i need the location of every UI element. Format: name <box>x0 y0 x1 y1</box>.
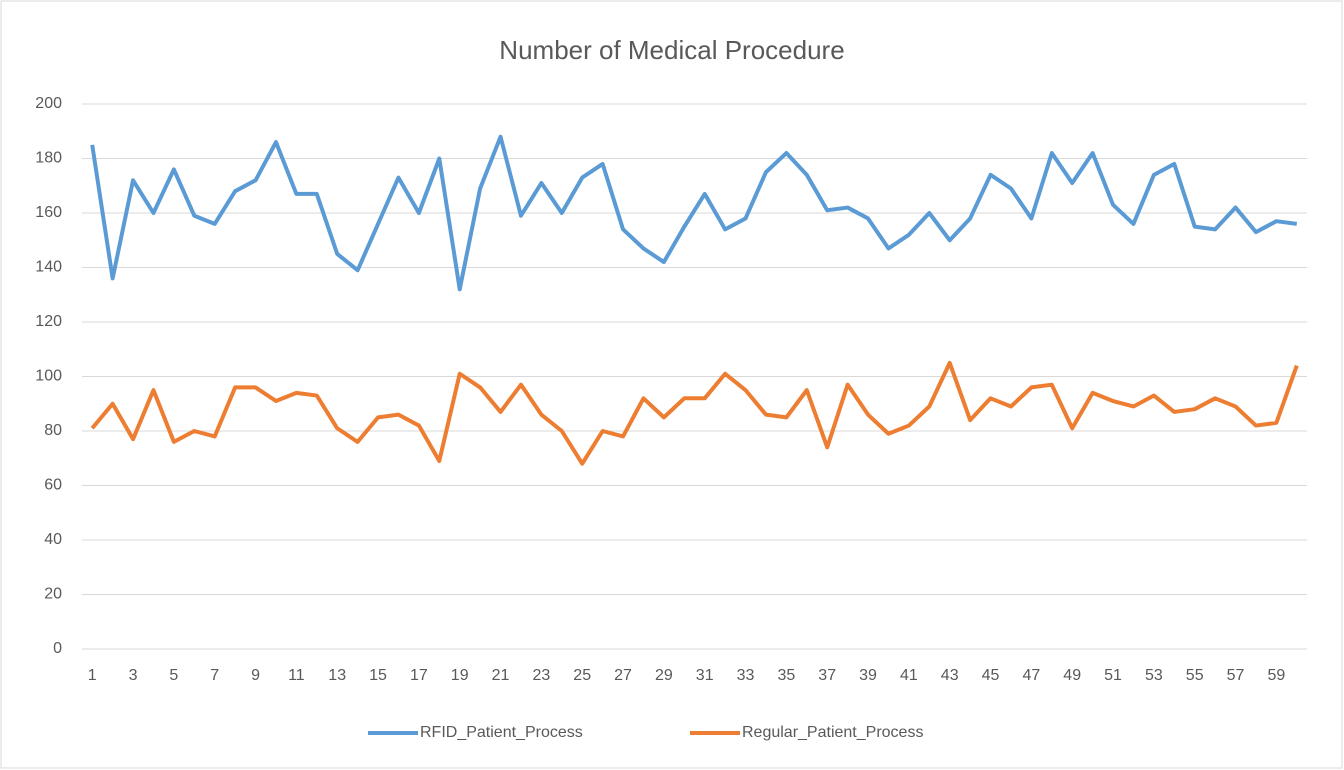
y-tick-label: 140 <box>35 259 62 276</box>
x-tick-label: 21 <box>492 667 510 684</box>
x-tick-label: 13 <box>328 667 346 684</box>
legend-label: Regular_Patient_Process <box>742 724 923 741</box>
x-tick-label: 33 <box>737 667 755 684</box>
x-tick-label: 47 <box>1022 667 1040 684</box>
y-tick-label: 80 <box>44 422 62 439</box>
x-tick-label: 27 <box>614 667 632 684</box>
x-tick-label: 55 <box>1186 667 1204 684</box>
x-tick-label: 51 <box>1104 667 1122 684</box>
x-tick-label: 59 <box>1267 667 1285 684</box>
y-tick-label: 40 <box>44 531 62 548</box>
x-tick-label: 29 <box>655 667 673 684</box>
chart-title: Number of Medical Procedure <box>499 35 844 65</box>
y-tick-label: 120 <box>35 313 62 330</box>
x-tick-label: 17 <box>410 667 428 684</box>
x-tick-label: 57 <box>1227 667 1245 684</box>
x-tick-label: 41 <box>900 667 918 684</box>
x-tick-label: 5 <box>169 667 178 684</box>
y-tick-label: 0 <box>53 640 62 657</box>
y-tick-label: 160 <box>35 204 62 221</box>
x-tick-label: 43 <box>941 667 959 684</box>
x-tick-label: 7 <box>210 667 219 684</box>
x-tick-label: 49 <box>1063 667 1081 684</box>
x-tick-label: 39 <box>859 667 877 684</box>
legend-label: RFID_Patient_Process <box>420 724 583 741</box>
x-tick-label: 15 <box>369 667 387 684</box>
x-tick-label: 31 <box>696 667 714 684</box>
x-tick-label: 53 <box>1145 667 1163 684</box>
x-tick-label: 9 <box>251 667 260 684</box>
y-tick-label: 20 <box>44 586 62 603</box>
x-tick-label: 23 <box>532 667 550 684</box>
x-tick-label: 3 <box>129 667 138 684</box>
x-tick-label: 1 <box>88 667 97 684</box>
line-series <box>90 134 1298 292</box>
x-tick-label: 25 <box>573 667 591 684</box>
x-tick-label: 19 <box>451 667 469 684</box>
y-tick-label: 180 <box>35 150 62 167</box>
line-series <box>90 360 1299 466</box>
y-tick-label: 60 <box>44 477 62 494</box>
x-tick-label: 35 <box>777 667 795 684</box>
y-tick-label: 100 <box>35 368 62 385</box>
x-tick-label: 37 <box>818 667 836 684</box>
x-tick-label: 11 <box>288 667 305 684</box>
y-tick-label: 200 <box>35 95 62 112</box>
x-tick-label: 45 <box>982 667 1000 684</box>
